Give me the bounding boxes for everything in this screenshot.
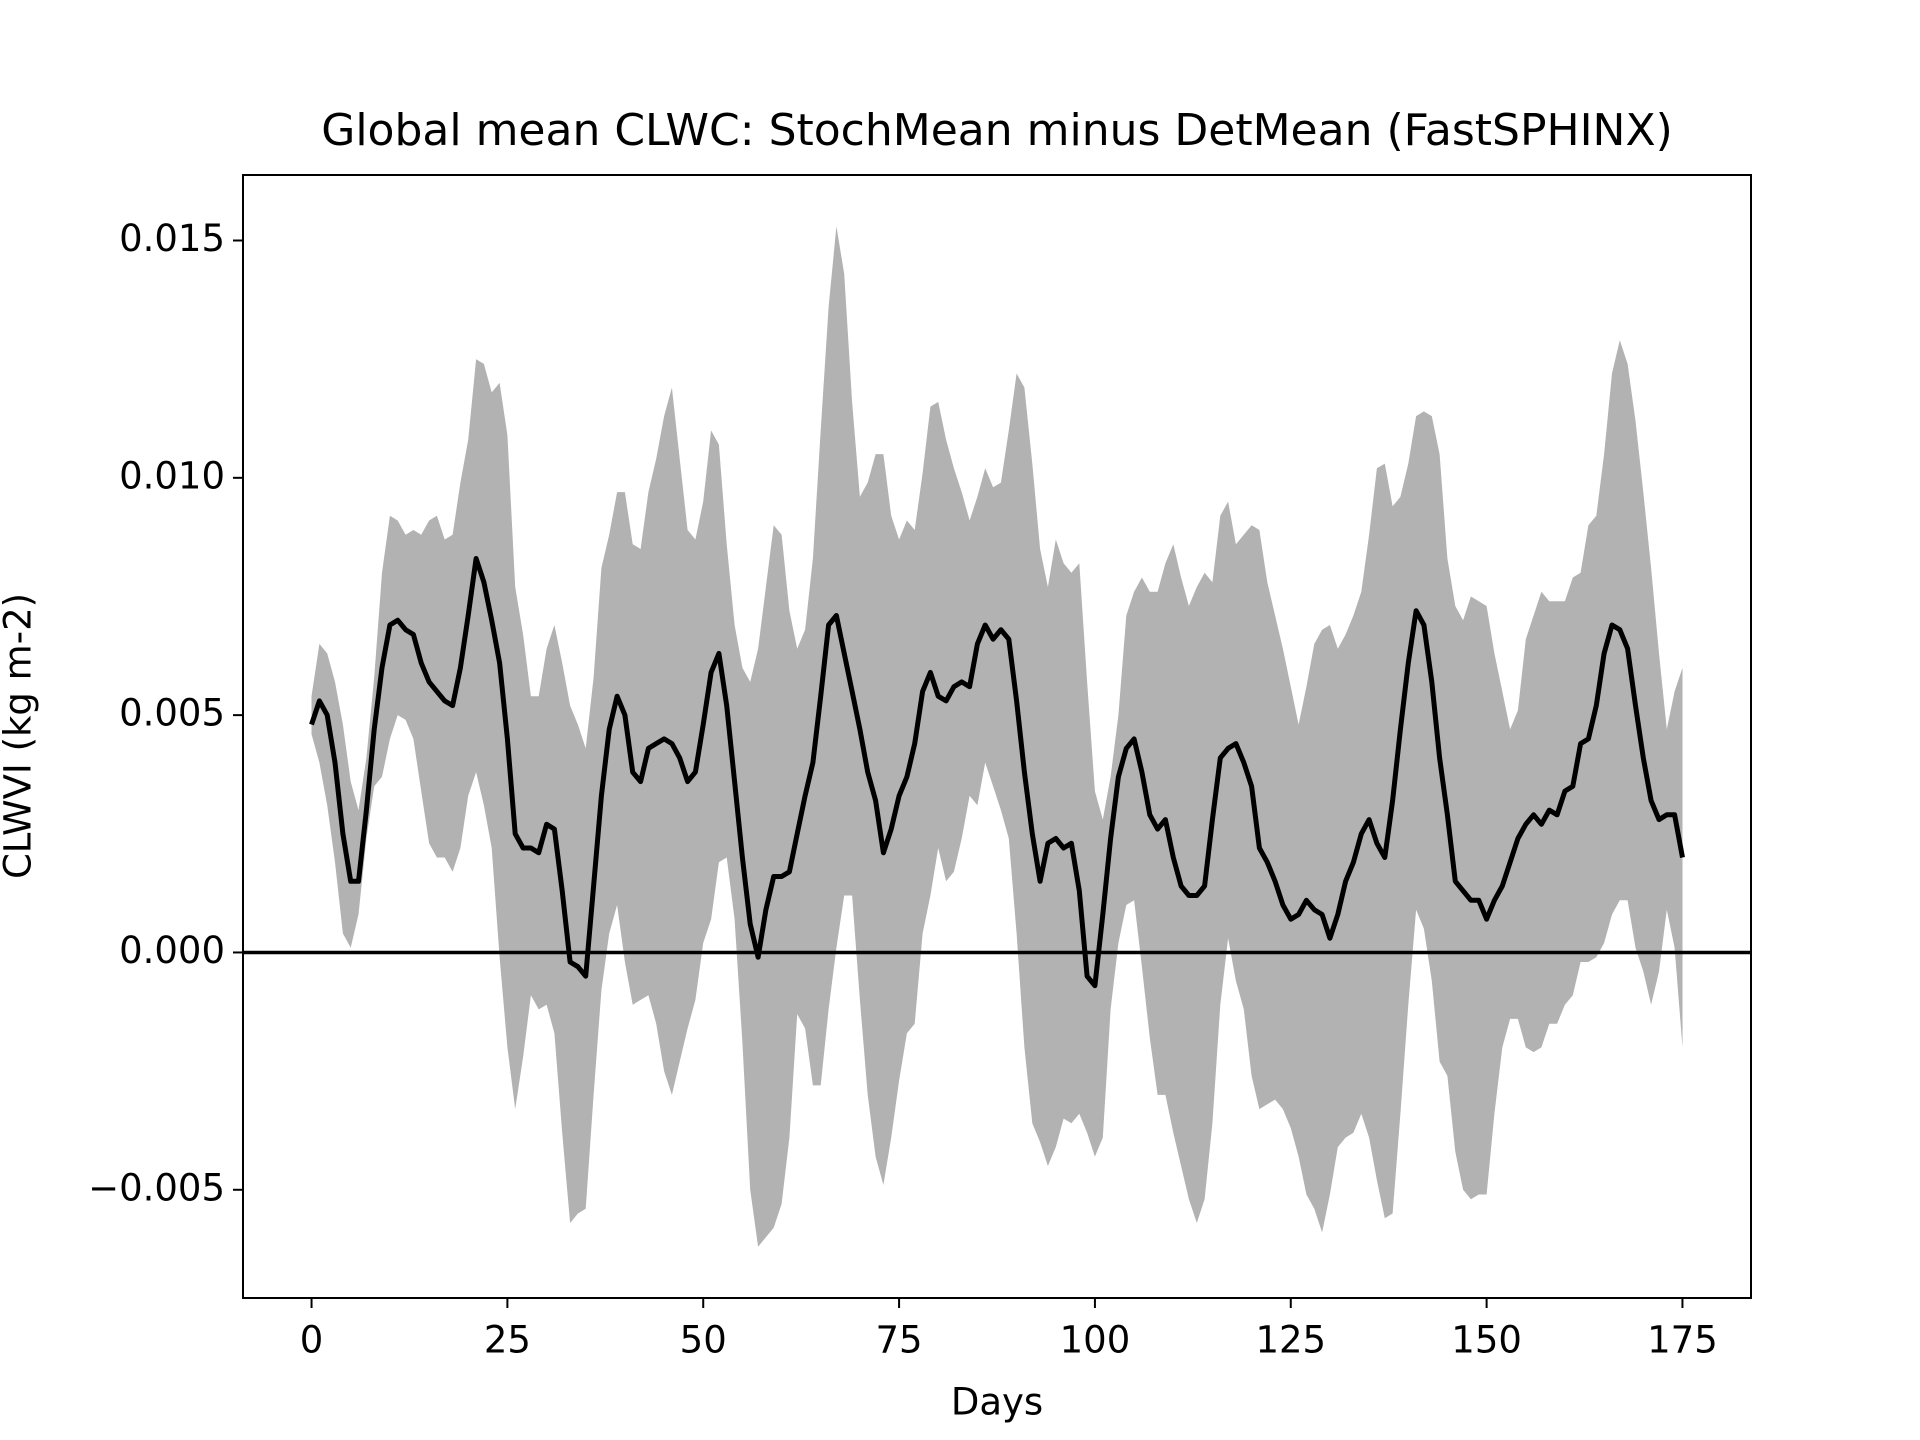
spread-band — [311, 226, 1683, 1247]
y-tick-label: 0.010 — [119, 454, 225, 497]
x-axis-label: Days — [951, 1381, 1043, 1424]
y-tick-label: 0.005 — [119, 692, 225, 735]
x-tick-label: 125 — [1255, 1319, 1326, 1362]
x-tick-label: 100 — [1060, 1319, 1131, 1362]
y-tick-label: −0.005 — [88, 1166, 225, 1209]
y-tick-label: 0.015 — [119, 217, 225, 260]
x-tick-label: 175 — [1647, 1319, 1718, 1362]
data-line — [309, 556, 1685, 989]
x-tick-label: 0 — [300, 1319, 324, 1362]
x-tick-label: 75 — [876, 1319, 923, 1362]
x-tick-label: 25 — [484, 1319, 531, 1362]
y-axis-label: CLWVI (kg m-2) — [0, 593, 40, 879]
x-tick-label: 50 — [680, 1319, 727, 1362]
x-tick-label: 150 — [1451, 1319, 1522, 1362]
plot-frame — [242, 174, 1752, 1299]
y-tick-label: 0.000 — [119, 929, 225, 972]
chart-title: Global mean CLWC: StochMean minus DetMea… — [321, 105, 1673, 156]
